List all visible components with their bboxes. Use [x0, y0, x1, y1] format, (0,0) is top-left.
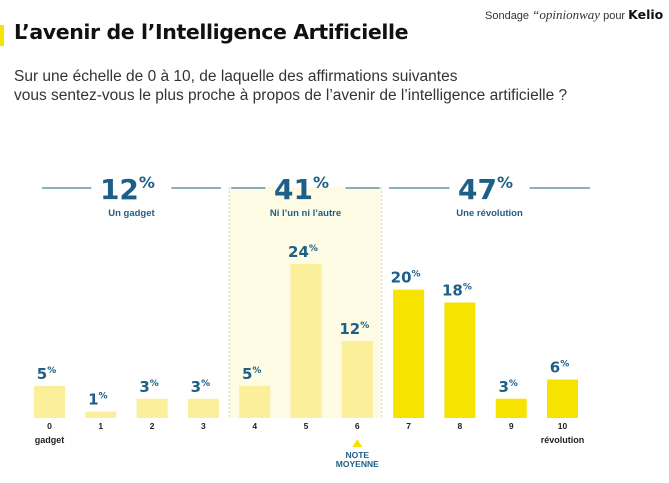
data-label: 5%	[37, 365, 56, 383]
data-label: 5%	[242, 365, 261, 383]
data-label: 18%	[442, 282, 472, 300]
group-percentage: 12%	[100, 173, 155, 206]
x-end-label-right: révolution	[541, 435, 585, 445]
data-label: 3%	[498, 378, 517, 396]
x-tick-label: 6	[355, 421, 360, 431]
group-label: Ni l’un ni l’autre	[270, 208, 341, 219]
survey-question: Sur une échelle de 0 à 10, de laquelle d…	[14, 67, 567, 105]
bar	[495, 398, 527, 418]
x-tick-label: 8	[458, 421, 463, 431]
group-label: Une révolution	[456, 208, 523, 219]
x-end-label-left: gadget	[35, 435, 65, 445]
sponsor-prefix: Sondage	[485, 10, 530, 22]
bar	[187, 398, 219, 418]
x-tick-label: 1	[98, 421, 103, 431]
sponsor-mid: pour	[603, 10, 626, 22]
x-tick-label: 9	[509, 421, 514, 431]
data-label: 3%	[191, 378, 210, 396]
bar	[290, 264, 322, 418]
bar	[136, 398, 168, 418]
bar	[444, 302, 476, 418]
x-tick-label: 5	[304, 421, 309, 431]
x-tick-label: 7	[406, 421, 411, 431]
group-percentage: 47%	[458, 173, 513, 206]
data-label: 6%	[550, 359, 569, 377]
x-tick-label: 3	[201, 421, 206, 431]
title-accent-bar	[0, 25, 4, 46]
data-label: 20%	[391, 269, 421, 287]
average-note-line-1: NOTE	[345, 450, 369, 460]
bar	[239, 385, 271, 418]
question-line-2: vous sentez-vous le plus proche à propos…	[14, 87, 568, 104]
x-tick-label: 0	[47, 421, 52, 431]
page-title: L’avenir de l’Intelligence Artificielle	[14, 20, 409, 44]
bar	[85, 411, 117, 418]
group-percentage: 41%	[274, 173, 329, 206]
data-label: 12%	[339, 320, 369, 338]
bar	[341, 341, 373, 418]
average-note-line-2: MOYENNE	[336, 459, 379, 469]
bar	[547, 379, 578, 418]
sponsor-credit: Sondage “opinionway pour Kelio	[485, 7, 663, 23]
data-label: 1%	[88, 391, 107, 409]
brand-logo: Kelio	[628, 7, 664, 22]
average-marker-triangle	[352, 439, 363, 447]
group-label: Un gadget	[108, 208, 155, 219]
x-tick-label: 4	[252, 421, 257, 431]
x-tick-label: 10	[558, 421, 568, 431]
data-label: 3%	[139, 378, 158, 396]
x-tick-label: 2	[150, 421, 155, 431]
bar	[393, 289, 425, 418]
pollster-logo: “opinionway	[532, 7, 601, 22]
question-line-1: Sur une échelle de 0 à 10, de laquelle d…	[14, 68, 458, 85]
bar	[34, 385, 65, 418]
data-label: 24%	[288, 243, 318, 261]
